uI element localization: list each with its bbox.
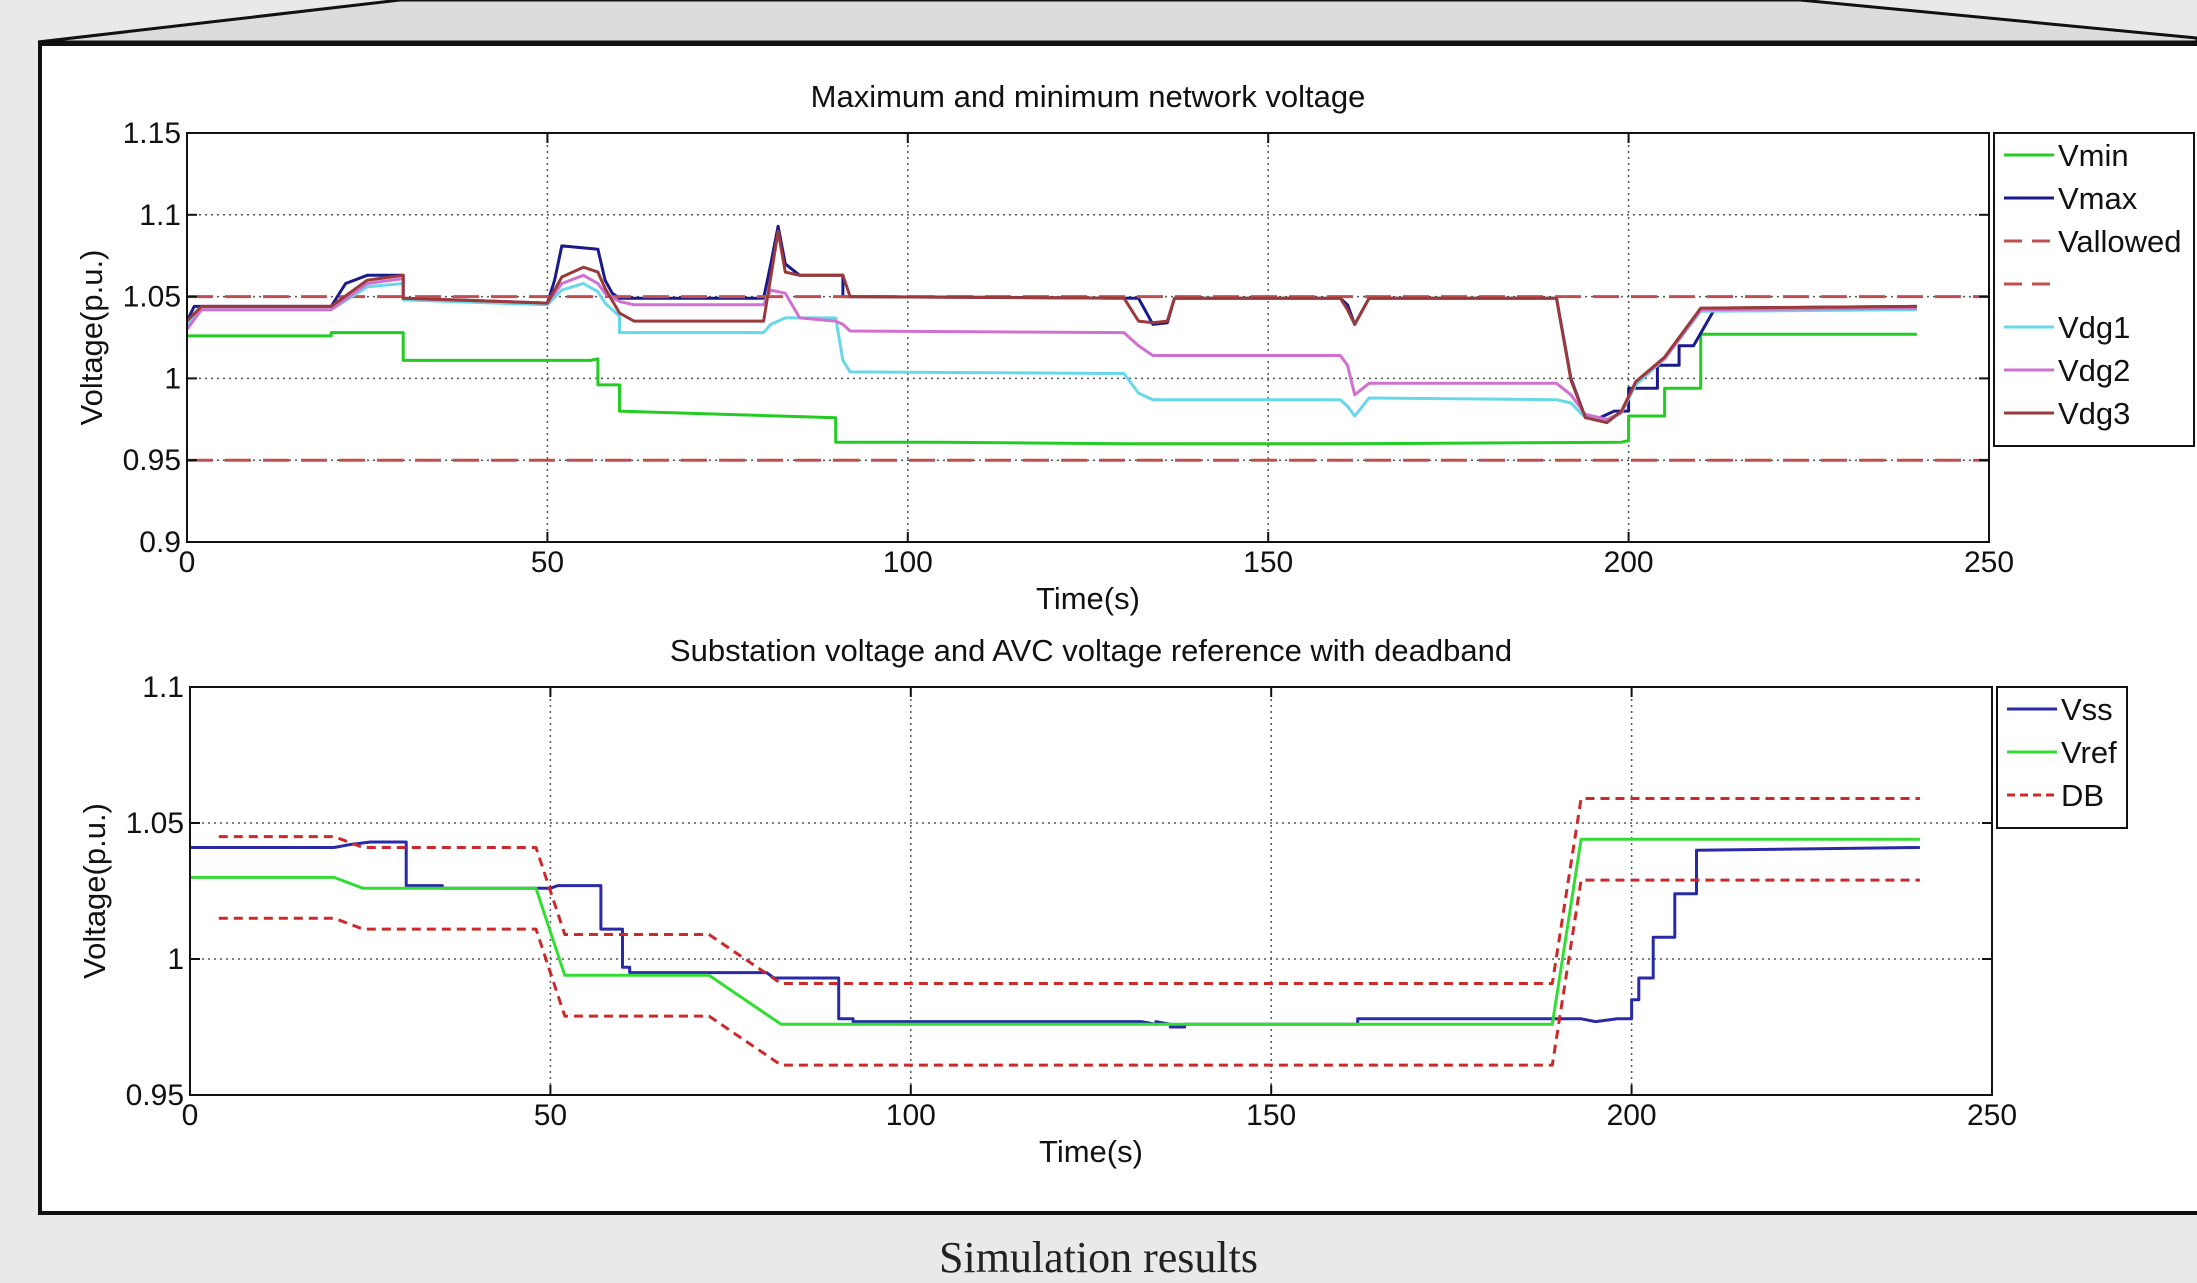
x-tick-label: 250 (1967, 1099, 2017, 1132)
y-tick-label: 0.95 (123, 444, 181, 477)
legend-label-vref: Vref (2061, 735, 2117, 770)
y-axis-label: Voltage(p.u.) (74, 250, 109, 426)
y-tick-label: 1 (164, 362, 181, 395)
chart-title: Maximum and minimum network voltage (811, 79, 1366, 114)
legend-label-vmax: Vmax (2058, 181, 2138, 216)
y-tick-label: 1.05 (123, 281, 181, 314)
y-tick-label: 1.05 (126, 807, 184, 840)
series-line-db (218, 797, 1920, 985)
axes-box (186, 132, 1990, 543)
x-tick-label: 150 (1243, 546, 1293, 579)
y-axis-label: Voltage(p.u.) (77, 803, 112, 979)
y-tick-label: 1.1 (139, 199, 181, 232)
legend-label-vmin: Vmin (2058, 138, 2129, 173)
x-tick-label: 0 (182, 1099, 199, 1132)
plot-area (187, 133, 1989, 542)
series-line-vmin (187, 331, 1917, 446)
axes-box (189, 686, 1993, 1096)
y-tick-label: 0.9 (139, 526, 181, 559)
legend-label-vss: Vss (2061, 692, 2113, 727)
chart-1: 0 50 100 150 200 250 0.9 0.95 1 1.05 1.1 1.15 Maximu… (74, 79, 2195, 616)
legend-label-vallowed: Vallowed (2058, 224, 2182, 259)
x-tick-label: 200 (1604, 546, 1654, 579)
y-tick-label: 0.95 (126, 1079, 184, 1112)
x-tick-label: 0 (179, 546, 196, 579)
legend-label-db: DB (2061, 778, 2104, 813)
series-line-unnamed-3 (218, 878, 1920, 1067)
x-tick-label: 50 (531, 546, 564, 579)
y-tick-label: 1 (167, 943, 184, 976)
series-line-vdg3 (187, 229, 1917, 425)
x-axis-label: Time(s) (1036, 581, 1140, 616)
legend-label-vdg3: Vdg3 (2058, 396, 2130, 431)
figure-caption: Simulation results (939, 1233, 1258, 1282)
legend-label-vdg1: Vdg1 (2058, 310, 2130, 345)
y-tick-label: 1.15 (123, 117, 181, 150)
series-line-vref (190, 837, 1920, 1026)
y-tick-label: 1.1 (142, 671, 184, 704)
x-tick-label: 250 (1964, 546, 2014, 579)
plot-area (190, 687, 1992, 1095)
x-tick-label: 50 (534, 1099, 567, 1132)
x-axis-label: Time(s) (1039, 1134, 1143, 1169)
x-tick-label: 100 (883, 546, 933, 579)
x-tick-label: 200 (1607, 1099, 1657, 1132)
x-tick-label: 100 (886, 1099, 936, 1132)
legend-label-vdg2: Vdg2 (2058, 353, 2130, 388)
legend-box (1993, 132, 2195, 447)
x-tick-label: 150 (1246, 1099, 1296, 1132)
chart-2: 0 50 100 150 200 250 0.95 1 1.05 1.1 Substation vo… (77, 633, 2128, 1169)
chart-title: Substation voltage and AVC voltage refer… (670, 633, 1512, 668)
